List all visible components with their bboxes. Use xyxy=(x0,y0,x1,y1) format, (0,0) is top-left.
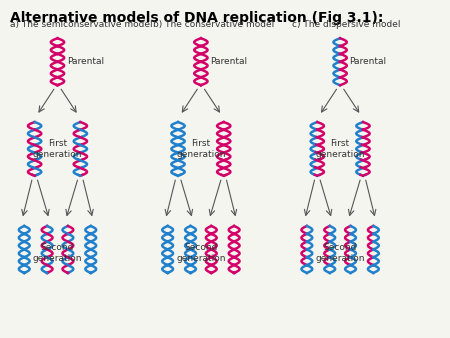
Text: Second
generation: Second generation xyxy=(33,243,82,263)
Text: First
generation: First generation xyxy=(315,139,365,159)
Text: First
generation: First generation xyxy=(176,139,225,159)
Text: Parental: Parental xyxy=(210,57,247,66)
Text: Second
generation: Second generation xyxy=(176,243,225,263)
Text: c) The dispersive model: c) The dispersive model xyxy=(292,20,401,29)
Text: b) The conservative model: b) The conservative model xyxy=(153,20,274,29)
Text: Parental: Parental xyxy=(349,57,387,66)
Text: Second
generation: Second generation xyxy=(315,243,365,263)
Text: First
generation: First generation xyxy=(33,139,82,159)
Text: Parental: Parental xyxy=(67,57,104,66)
Text: a) The semiconservative model: a) The semiconservative model xyxy=(10,20,153,29)
Text: Alternative models of DNA replication (Fig 3.1):: Alternative models of DNA replication (F… xyxy=(10,11,383,25)
